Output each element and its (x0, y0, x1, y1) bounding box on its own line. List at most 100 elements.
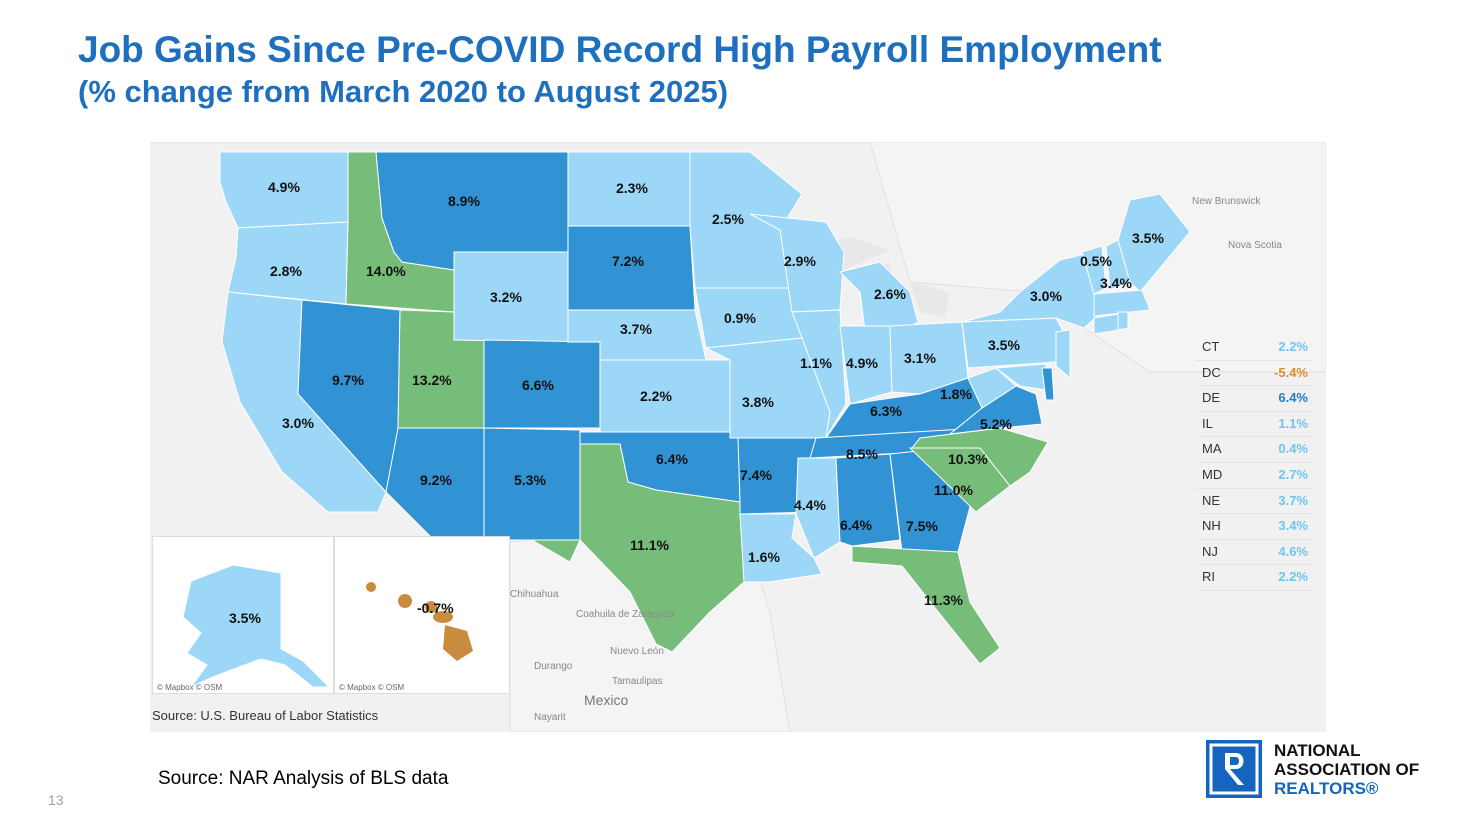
table-value: -5.4% (1274, 364, 1308, 380)
value-label-il: 1.1% (800, 355, 832, 371)
value-label-mi: 2.6% (874, 286, 906, 302)
value-label-id: 14.0% (366, 263, 406, 279)
table-state: DE (1202, 390, 1221, 406)
label-durango: Durango (534, 661, 573, 672)
value-label-ia: 0.9% (724, 310, 756, 326)
value-label-la: 1.6% (748, 549, 780, 565)
logo-text: NATIONAL ASSOCIATION OF REALTORS® (1274, 741, 1419, 798)
realtor-r-logo-icon (1206, 740, 1262, 798)
table-state: NE (1202, 492, 1221, 508)
value-label-sc: 11.0% (934, 482, 973, 498)
slide-title: Job Gains Since Pre-COVID Record High Pa… (78, 29, 1162, 70)
table-state: CT (1202, 339, 1220, 354)
value-label-ny: 3.0% (1030, 288, 1062, 304)
state-fl (851, 545, 1001, 665)
value-label-wv: 1.8% (940, 386, 972, 402)
table-row: RI 2.2% (1196, 565, 1312, 591)
label-nayarit: Nayarit (534, 712, 566, 723)
value-label-tx: 11.1% (630, 537, 669, 553)
table-state: IL (1202, 415, 1213, 431)
label-tamaulipas: Tamaulipas (612, 676, 663, 687)
table-row: MD 2.7% (1196, 463, 1312, 489)
value-label-ok: 6.4% (656, 451, 688, 467)
value-label-nd: 2.3% (616, 180, 648, 196)
state-ms (795, 457, 841, 559)
table-row: MA 0.4% (1196, 437, 1312, 463)
hawaii-islands (366, 582, 473, 661)
label-new-brunswick: New Brunswick (1192, 196, 1261, 207)
label-nuevo-leon: Nuevo León (610, 646, 664, 657)
hawaii-credit: © Mapbox © OSM (339, 683, 405, 692)
table-state: MA (1202, 441, 1222, 457)
logo-line-2: ASSOCIATION OF (1274, 759, 1420, 779)
canada-landmass (150, 142, 1326, 373)
alaska-credit: © Mapbox © OSM (157, 683, 223, 692)
value-label-az: 9.2% (420, 472, 452, 488)
table-value: 3.4% (1278, 518, 1308, 534)
state-al (835, 453, 901, 547)
value-label-wi: 2.9% (784, 253, 816, 269)
table-value: 2.2% (1278, 569, 1308, 585)
logo-line-3: REALTORS® (1274, 778, 1379, 798)
table-row: CT 2.2% (1196, 335, 1312, 361)
value-label-wy: 3.2% (490, 289, 522, 305)
table-value: 1.1% (1278, 415, 1308, 431)
value-label-va: 5.2% (980, 416, 1012, 432)
table-value: 2.7% (1278, 466, 1308, 482)
us-map: 4.9% 2.8% 3.0% 14.0% 9.7% 13.2% 9.2% 8.9% 3.2% 6.… (150, 142, 1326, 732)
hawaii-inset: -0.7% © Mapbox © OSM (334, 536, 510, 694)
value-label-ms: 4.4% (794, 497, 826, 513)
table-row: NH 3.4% (1196, 514, 1312, 540)
label-nova-scotia: Nova Scotia (1228, 240, 1282, 251)
state-me (1117, 193, 1191, 293)
table-value: 2.2% (1278, 339, 1308, 354)
table-value: 3.7% (1278, 492, 1308, 508)
value-label-al: 6.4% (840, 517, 872, 533)
value-label-tn: 8.5% (846, 446, 878, 462)
value-label-wa: 4.9% (268, 179, 300, 195)
page-number: 13 (48, 792, 64, 808)
hawaii-svg: -0.7% (366, 582, 473, 661)
value-label-nm: 5.3% (514, 472, 546, 488)
table-row: DC -5.4% (1196, 361, 1312, 387)
value-label-vt: 0.5% (1080, 253, 1112, 269)
value-label-pa: 3.5% (988, 337, 1020, 353)
table-row: IL 1.1% (1196, 412, 1312, 438)
value-label-fl: 11.3% (924, 592, 963, 608)
alaska-shape (182, 564, 331, 689)
state-de (1041, 367, 1055, 401)
value-label-oh: 3.1% (904, 350, 936, 366)
value-label-ar: 7.4% (740, 467, 772, 483)
source-note: Source: NAR Analysis of BLS data (158, 768, 449, 789)
value-label-ga: 7.5% (906, 518, 938, 534)
state-tx (530, 443, 745, 653)
value-label-mn: 2.5% (712, 211, 744, 227)
table-state: DC (1202, 364, 1221, 380)
value-label-mo: 3.8% (742, 394, 774, 410)
label-mexico: Mexico (584, 692, 629, 708)
value-label-or: 2.8% (270, 263, 302, 279)
value-label-ne: 3.7% (620, 321, 652, 337)
label-chihuahua: Chihuahua (510, 589, 559, 600)
value-label-nh: 3.4% (1100, 275, 1132, 291)
state-ma (1093, 289, 1151, 317)
value-label-mt: 8.9% (448, 193, 480, 209)
table-value: 4.6% (1278, 543, 1308, 559)
alaska-inset: 3.5% © Mapbox © OSM (152, 536, 334, 694)
state-ct (1093, 313, 1121, 335)
value-label-sd: 7.2% (612, 253, 644, 269)
table-state: MD (1202, 466, 1223, 482)
label-coahuila: Coahuila de Zaragoza (576, 609, 675, 620)
small-states-table: CT 2.2% DC -5.4% DE 6.4% IL 1.1% MA 0.4% MD 2.7% NE 3… (1196, 335, 1312, 591)
table-state: NJ (1202, 543, 1218, 559)
slide-subtitle: (% change from March 2020 to August 2025… (78, 74, 729, 109)
logo-line-1: NATIONAL (1274, 740, 1361, 760)
alaska-value: 3.5% (229, 610, 261, 626)
value-label-ut: 13.2% (412, 372, 452, 388)
state-ri (1117, 311, 1129, 331)
value-label-co: 6.6% (522, 377, 554, 393)
value-label-in: 4.9% (846, 355, 878, 371)
hawaii-value: -0.7% (417, 600, 454, 616)
map-source: Source: U.S. Bureau of Labor Statistics (152, 708, 379, 723)
state-la (739, 513, 823, 583)
